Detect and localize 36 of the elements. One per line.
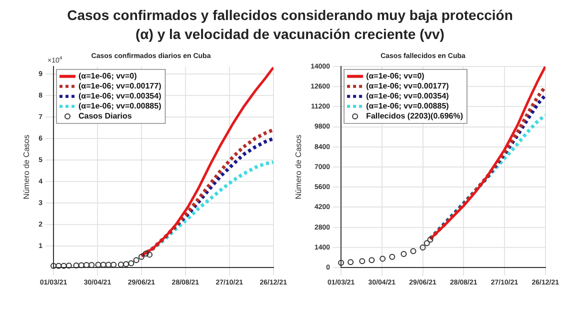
legend-label: (α=1e-06; vv=0.00354) — [366, 92, 450, 101]
point — [389, 254, 396, 260]
point — [56, 262, 62, 269]
point — [133, 257, 140, 264]
legend-label: (α=1e-06; vv=0.00177) — [78, 82, 162, 91]
point — [146, 252, 153, 258]
point — [420, 244, 426, 250]
point — [410, 248, 416, 254]
point — [338, 260, 344, 266]
legend-label: Casos Diarios — [78, 112, 132, 121]
point — [400, 250, 407, 257]
legend-label: (α=1e-06; vv=0) — [366, 72, 425, 81]
point — [66, 262, 72, 269]
point — [142, 250, 149, 257]
point — [50, 262, 56, 269]
point — [368, 257, 375, 264]
point — [348, 259, 354, 266]
legend-label: (α=1e-06; vv=0.00354) — [78, 92, 162, 101]
point — [128, 260, 134, 266]
y-axis-title: Número de Casos — [294, 134, 304, 200]
point — [138, 254, 144, 260]
y-axis-title: Número de Casos — [22, 134, 32, 200]
legend-label: (α=1e-06; vv=0.00885) — [366, 102, 450, 111]
point — [424, 240, 430, 246]
point — [380, 256, 386, 262]
chart-title: Casos confirmados y fallecidos considerando muy baja protección (α) y la velocidad de vacunación creciente (vv) — [66, 6, 514, 44]
legend-label: (α=1e-06; vv=0.00885) — [78, 102, 162, 111]
legend-label: (α=1e-06; vv=0.00177) — [366, 82, 450, 91]
point — [427, 236, 434, 243]
point — [123, 261, 130, 268]
point — [78, 262, 84, 268]
point — [73, 262, 80, 268]
point — [359, 258, 366, 264]
legend-label: (α=1e-06; vv=0) — [78, 72, 138, 81]
legend-label: Fallecidos (2203)(0.696%) — [366, 112, 464, 121]
point — [60, 262, 67, 269]
